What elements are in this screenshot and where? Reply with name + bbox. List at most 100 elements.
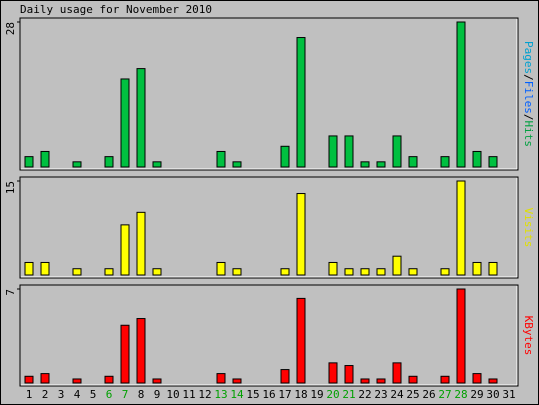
bar <box>136 211 146 276</box>
bar <box>40 261 50 276</box>
x-tick-label: 16 <box>262 388 275 401</box>
bar <box>152 378 162 384</box>
bar <box>440 375 450 384</box>
panel <box>19 176 519 279</box>
x-tick-label: 13 <box>214 388 227 401</box>
panel <box>19 284 519 387</box>
y-axis-label-part: Files <box>522 81 535 114</box>
bar <box>392 255 402 276</box>
bar <box>456 180 466 276</box>
x-tick-label: 4 <box>74 388 81 401</box>
bar <box>472 373 482 384</box>
bar <box>296 193 306 276</box>
x-tick-label: 25 <box>406 388 419 401</box>
bar <box>24 156 34 168</box>
y-axis-label: KBytes <box>522 316 535 356</box>
bar <box>360 378 370 384</box>
bar <box>24 261 34 276</box>
bar <box>280 369 290 384</box>
x-tick-label: 14 <box>230 388 244 401</box>
x-tick-label: 28 <box>454 388 467 401</box>
bar <box>472 261 482 276</box>
bar <box>216 150 226 168</box>
bar <box>104 156 114 168</box>
x-tick-label: 17 <box>278 388 291 401</box>
y-axis-label-part: KBytes <box>522 316 535 356</box>
x-tick-label: 7 <box>122 388 129 401</box>
bar <box>72 161 82 168</box>
x-tick-label: 26 <box>422 388 435 401</box>
bar <box>232 268 242 276</box>
y-axis-label-part: Hits <box>522 121 535 148</box>
bar <box>328 135 338 168</box>
bar <box>40 373 50 384</box>
x-tick-label: 30 <box>486 388 499 401</box>
bar <box>440 156 450 168</box>
bar <box>392 362 402 384</box>
bar <box>344 135 354 168</box>
x-tick-label: 20 <box>326 388 339 401</box>
bar <box>152 268 162 276</box>
bar <box>120 78 130 168</box>
bar <box>104 268 114 276</box>
x-tick-label: 11 <box>182 388 195 401</box>
x-tick-label: 22 <box>358 388 371 401</box>
x-tick-label: 27 <box>438 388 451 401</box>
x-tick-label: 9 <box>154 388 161 401</box>
y-axis-label: Pages/Files/Hits <box>522 41 535 147</box>
bar <box>232 378 242 384</box>
x-tick-label: 21 <box>342 388 355 401</box>
y-axis-label: Visits <box>522 208 535 248</box>
bar <box>136 68 146 168</box>
x-tick-label: 5 <box>90 388 97 401</box>
y-tick-label: 7 <box>4 289 17 296</box>
x-tick-label: 29 <box>470 388 483 401</box>
x-tick-label: 31 <box>502 388 515 401</box>
x-tick-label: 19 <box>310 388 323 401</box>
bar <box>40 150 50 168</box>
bar <box>232 161 242 168</box>
y-axis-label-part: Visits <box>522 208 535 248</box>
bar <box>488 261 498 276</box>
bar <box>296 37 306 168</box>
bar <box>456 21 466 168</box>
bar <box>376 268 386 276</box>
y-tick-label: 15 <box>4 181 17 194</box>
bar <box>296 297 306 384</box>
y-tick-label: 28 <box>4 22 17 35</box>
x-tick-label: 6 <box>106 388 113 401</box>
chart-title: Daily usage for November 2010 <box>20 3 212 16</box>
bar <box>280 268 290 276</box>
x-tick-label: 24 <box>390 388 404 401</box>
bar <box>408 375 418 384</box>
x-tick-label: 3 <box>58 388 65 401</box>
x-tick-label: 15 <box>246 388 259 401</box>
bar <box>456 288 466 384</box>
x-tick-label: 1 <box>26 388 33 401</box>
bar <box>488 378 498 384</box>
bar <box>104 375 114 384</box>
bar <box>216 373 226 384</box>
bar <box>440 268 450 276</box>
bar <box>328 261 338 276</box>
x-tick-label: 18 <box>294 388 307 401</box>
bar <box>360 161 370 168</box>
bar <box>24 375 34 384</box>
x-tick-label: 10 <box>166 388 179 401</box>
x-tick-label: 23 <box>374 388 387 401</box>
bar <box>488 156 498 168</box>
bar <box>72 268 82 276</box>
bar <box>344 268 354 276</box>
bar <box>344 365 354 384</box>
bar <box>280 145 290 168</box>
bar <box>328 362 338 384</box>
y-axis-label-part: / <box>522 74 535 81</box>
bar <box>408 268 418 276</box>
x-tick-label: 8 <box>138 388 145 401</box>
x-tick-label: 12 <box>198 388 211 401</box>
panel <box>19 17 519 171</box>
y-axis-label-part: / <box>522 114 535 121</box>
x-tick-label: 2 <box>42 388 49 401</box>
bar <box>376 161 386 168</box>
